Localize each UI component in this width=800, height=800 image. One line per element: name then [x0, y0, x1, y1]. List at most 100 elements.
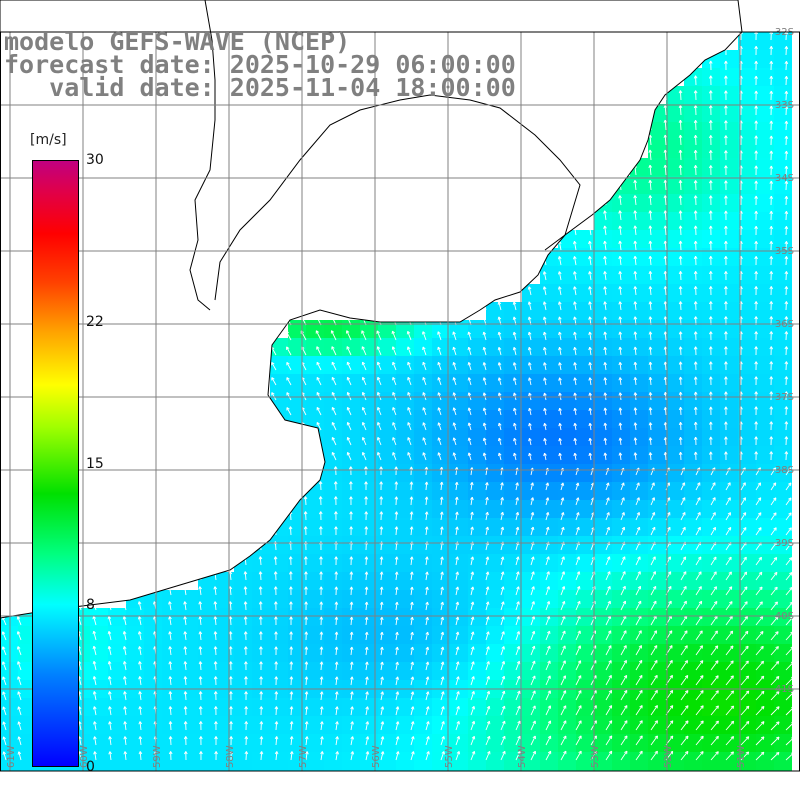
wind-arrow	[695, 586, 702, 596]
wind-cell	[432, 536, 450, 554]
wind-cell	[396, 410, 414, 428]
wind-arrow	[724, 451, 728, 461]
wind-arrow	[470, 556, 475, 566]
wind-arrow	[542, 301, 547, 311]
wind-arrow	[331, 376, 337, 386]
wind-arrow	[304, 706, 309, 716]
wind-cell	[594, 410, 612, 428]
wind-arrow	[784, 271, 789, 281]
wind-cell	[612, 302, 630, 320]
wind-arrow	[407, 437, 412, 446]
wind-arrow	[754, 105, 758, 116]
wind-arrow	[769, 361, 774, 371]
wind-cell	[612, 536, 630, 554]
wind-cell	[360, 734, 378, 752]
wind-cell	[216, 572, 234, 590]
wind-cell	[576, 608, 594, 626]
wind-arrow	[452, 407, 457, 416]
wind-arrow	[410, 586, 414, 596]
wind-cell	[306, 644, 324, 662]
wind-arrow	[545, 630, 551, 641]
wind-arrow	[618, 346, 623, 356]
wind-cell	[270, 644, 288, 662]
wind-arrow	[588, 331, 592, 341]
wind-arrow	[168, 721, 173, 731]
wind-cell	[756, 122, 774, 140]
wind-cell	[378, 410, 396, 428]
wind-arrow	[708, 451, 713, 461]
wind-arrow	[485, 705, 491, 716]
wind-cell	[324, 554, 342, 572]
wind-arrow	[633, 407, 638, 416]
wind-cell	[612, 716, 630, 734]
wind-arrow	[334, 556, 338, 566]
wind-arrow	[331, 452, 337, 461]
wind-arrow	[545, 482, 550, 491]
wind-arrow	[304, 616, 309, 626]
wind-arrow	[183, 721, 188, 731]
wind-arrow	[708, 346, 713, 356]
wind-arrow	[316, 376, 322, 386]
wind-arrow	[784, 406, 789, 416]
wind-arrow	[724, 60, 728, 71]
wind-arrow	[545, 735, 552, 746]
wind-cell	[720, 464, 738, 482]
wind-cell	[144, 752, 162, 770]
wind-arrow	[513, 392, 517, 401]
wind-cell	[630, 734, 648, 752]
wind-cell	[558, 410, 576, 428]
wind-cell	[756, 140, 774, 158]
wind-cell	[414, 662, 432, 680]
wind-arrow	[603, 452, 608, 461]
wind-cell	[576, 338, 594, 356]
wind-arrow	[392, 361, 397, 371]
wind-cell	[180, 590, 198, 608]
wind-arrow	[693, 301, 698, 311]
wind-cell	[648, 536, 666, 554]
wind-arrow	[755, 645, 764, 656]
wind-arrow	[545, 660, 551, 671]
wind-cell	[666, 158, 684, 176]
wind-arrow	[379, 556, 384, 566]
wind-arrow	[650, 674, 658, 686]
wind-arrow	[470, 691, 475, 701]
wind-cell	[18, 734, 36, 752]
wind-cell	[720, 320, 738, 338]
wind-arrow	[331, 391, 337, 401]
wind-arrow	[695, 556, 702, 566]
wind-arrow	[770, 616, 779, 626]
wind-arrow	[425, 721, 430, 731]
wind-cell	[774, 662, 792, 680]
wind-arrow	[784, 90, 789, 101]
wind-arrow	[693, 346, 698, 356]
wind-arrow	[380, 706, 385, 716]
wind-arrow	[410, 676, 415, 686]
wind-arrow	[588, 362, 592, 371]
wind-cell	[432, 320, 450, 338]
wind-arrow	[633, 210, 638, 221]
wind-arrow	[680, 526, 686, 536]
wind-arrow	[304, 631, 309, 641]
wind-arrow	[573, 286, 577, 296]
wind-cell	[774, 194, 792, 212]
wind-arrow	[183, 691, 188, 701]
wind-cell	[396, 446, 414, 464]
wind-cell	[162, 752, 180, 770]
wind-arrow	[530, 675, 536, 686]
wind-arrow	[755, 705, 765, 716]
wind-arrow	[785, 586, 793, 596]
wind-cell	[702, 122, 720, 140]
wind-cell	[558, 626, 576, 644]
wind-cell	[378, 644, 396, 662]
wind-arrow	[542, 271, 547, 281]
wind-arrow	[349, 586, 354, 596]
wind-arrow	[497, 437, 502, 446]
wind-cell	[630, 212, 648, 230]
wind-arrow	[274, 601, 278, 611]
wind-cell	[198, 698, 216, 716]
wind-cell	[630, 374, 648, 392]
wind-arrow	[244, 706, 248, 716]
wind-arrow	[303, 511, 308, 521]
wind-cell	[774, 338, 792, 356]
wind-arrow	[334, 586, 339, 596]
